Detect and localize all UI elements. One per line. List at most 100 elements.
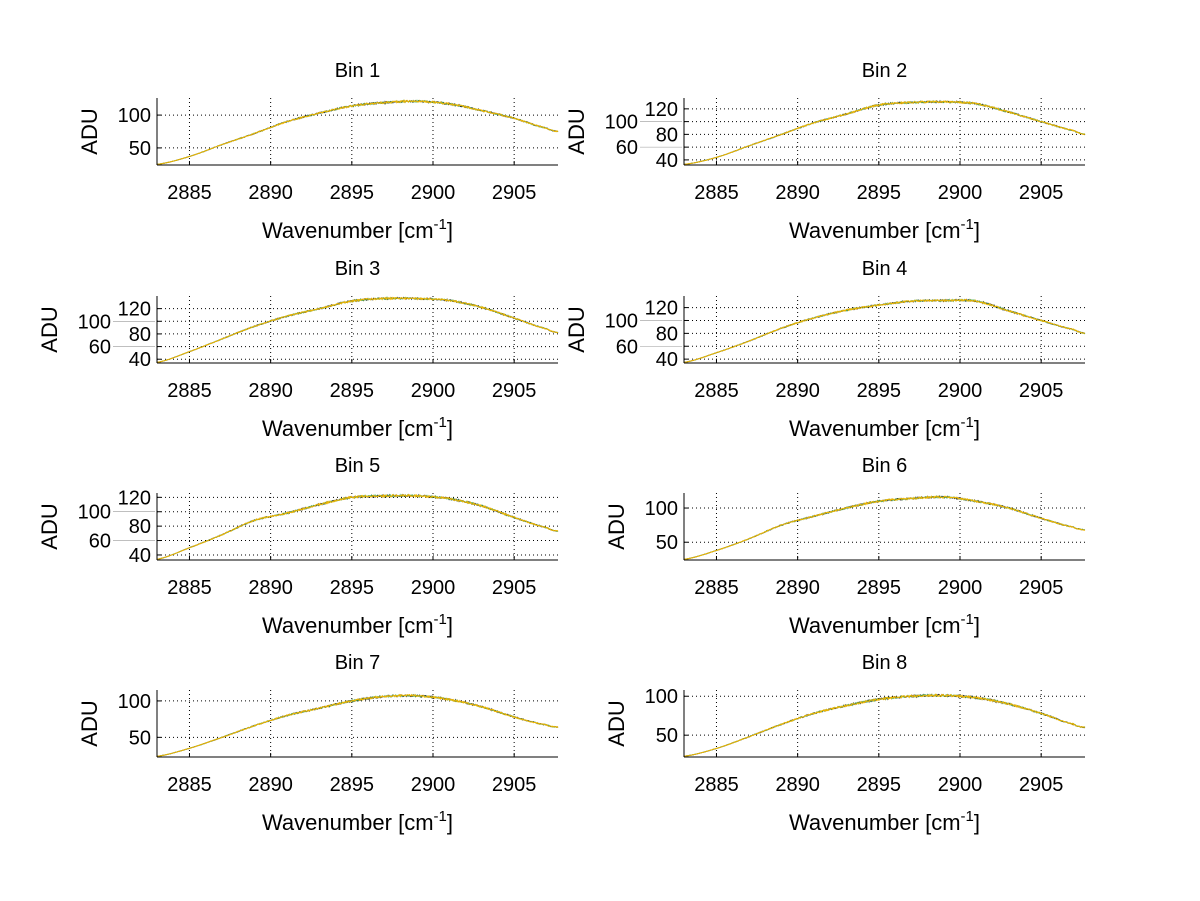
y-axis-label: ADU	[37, 503, 62, 549]
x-tick-label: 2885	[694, 380, 739, 402]
x-tick-label: 2890	[775, 380, 820, 402]
subplot-bin-3: 2885 2890 2895 2900 2905 40 60 80 100 120 Bin 3 Wav…	[37, 258, 559, 441]
y-tick-label: 100	[78, 311, 111, 333]
series-line-3	[683, 99, 1086, 165]
x-tick-label: 2895	[330, 577, 375, 599]
x-tick-label: 2890	[248, 182, 293, 204]
x-label-text: Wavenumber [cm	[789, 218, 961, 243]
y-tick-label: 60	[616, 336, 638, 358]
subplot-bin-2: 2885 2890 2895 2900 2905 40 60 80 100 120 Bin 2 Wav…	[564, 60, 1086, 243]
x-tick-label: 2895	[857, 774, 902, 796]
y-tick-label: 50	[129, 727, 151, 749]
x-tick-label: 2895	[857, 380, 902, 402]
y-tick-label: 120	[645, 298, 678, 320]
x-label-superscript: -1	[961, 808, 974, 825]
y-tick-label: 80	[656, 323, 678, 345]
x-tick-label: 2890	[775, 182, 820, 204]
x-label-close: ]	[974, 613, 980, 638]
y-axis-label: ADU	[564, 108, 589, 154]
x-tick-label: 2890	[775, 577, 820, 599]
x-label-superscript: -1	[961, 611, 974, 628]
y-tick-label: 100	[118, 105, 151, 127]
x-tick-label: 2895	[330, 182, 375, 204]
y-axis-label: ADU	[604, 503, 629, 549]
series-line-3	[683, 693, 1086, 757]
x-axis-label: Wavenumber [cm-1]	[262, 216, 453, 243]
x-tick-label: 2905	[1019, 577, 1064, 599]
y-axis-label: ADU	[604, 700, 629, 746]
x-tick-label: 2885	[167, 577, 212, 599]
y-tick-label: 50	[656, 532, 678, 554]
y-tick-label: 40	[129, 545, 151, 567]
x-tick-label: 2905	[1019, 774, 1064, 796]
plot-area	[684, 493, 1085, 560]
series-line-3	[157, 99, 559, 165]
x-label-superscript: -1	[434, 216, 447, 233]
series-line-3	[156, 693, 559, 757]
x-axis-label: Wavenumber [cm-1]	[789, 216, 980, 243]
x-axis-label: Wavenumber [cm-1]	[789, 808, 980, 835]
x-label-text: Wavenumber [cm	[789, 416, 961, 441]
y-tick-label: 80	[129, 516, 151, 538]
series-line-3	[683, 495, 1085, 560]
y-axis-label: ADU	[77, 700, 102, 746]
subplot-bin-1: 2885 2890 2895 2900 2905 50 100 Bin 1 Wavenumber…	[77, 60, 559, 243]
plot-area	[157, 296, 558, 363]
x-label-close: ]	[447, 416, 453, 441]
plot-area	[684, 690, 1085, 757]
x-axis-label: Wavenumber [cm-1]	[262, 414, 453, 441]
series-line-3	[156, 493, 559, 560]
subplot-title: Bin 2	[862, 60, 908, 82]
x-tick-label: 2905	[492, 577, 537, 599]
x-tick-label: 2890	[248, 774, 293, 796]
x-tick-label: 2885	[694, 774, 739, 796]
x-label-superscript: -1	[961, 216, 974, 233]
y-tick-label: 40	[656, 349, 678, 371]
x-tick-label: 2900	[411, 182, 456, 204]
subplot-title: Bin 4	[862, 258, 908, 280]
plot-area	[157, 98, 558, 165]
x-tick-label: 2900	[938, 380, 983, 402]
x-tick-label: 2890	[248, 577, 293, 599]
x-label-close: ]	[974, 218, 980, 243]
x-label-close: ]	[974, 810, 980, 835]
x-tick-label: 2895	[330, 774, 375, 796]
x-tick-label: 2900	[938, 774, 983, 796]
x-label-text: Wavenumber [cm	[262, 218, 434, 243]
subplot-title: Bin 8	[862, 652, 908, 674]
x-tick-label: 2905	[1019, 380, 1064, 402]
x-label-superscript: -1	[434, 808, 447, 825]
y-tick-label: 120	[645, 99, 678, 121]
plot-area	[684, 98, 1085, 165]
y-tick-label: 100	[645, 498, 678, 520]
x-tick-label: 2905	[492, 182, 537, 204]
x-tick-label: 2890	[248, 380, 293, 402]
x-axis-label: Wavenumber [cm-1]	[262, 611, 453, 638]
x-axis-label: Wavenumber [cm-1]	[789, 414, 980, 441]
x-tick-label: 2885	[167, 774, 212, 796]
x-tick-label: 2900	[411, 577, 456, 599]
y-tick-label: 100	[645, 686, 678, 708]
y-tick-label: 120	[118, 487, 151, 509]
y-tick-label: 100	[78, 502, 111, 524]
y-tick-label: 100	[605, 112, 638, 134]
x-tick-label: 2905	[1019, 182, 1064, 204]
x-tick-label: 2900	[938, 182, 983, 204]
x-tick-label: 2895	[857, 182, 902, 204]
x-tick-label: 2885	[694, 182, 739, 204]
subplot-bin-5: 2885 2890 2895 2900 2905 40 60 80 100 120 Bin 5 Wav…	[37, 455, 559, 638]
x-axis-label: Wavenumber [cm-1]	[789, 611, 980, 638]
subplot-bin-6: 2885 2890 2895 2900 2905 50 100 Bin 6 Wavenumber…	[604, 455, 1086, 638]
x-label-text: Wavenumber [cm	[789, 613, 961, 638]
subplot-title: Bin 5	[335, 455, 381, 477]
subplot-title: Bin 3	[335, 258, 381, 280]
x-label-text: Wavenumber [cm	[789, 810, 961, 835]
subplot-title: Bin 6	[862, 455, 908, 477]
y-tick-label: 100	[118, 691, 151, 713]
y-tick-label: 80	[129, 324, 151, 346]
x-tick-label: 2905	[492, 774, 537, 796]
y-tick-label: 40	[656, 150, 678, 172]
x-tick-label: 2900	[411, 774, 456, 796]
x-label-superscript: -1	[961, 414, 974, 431]
